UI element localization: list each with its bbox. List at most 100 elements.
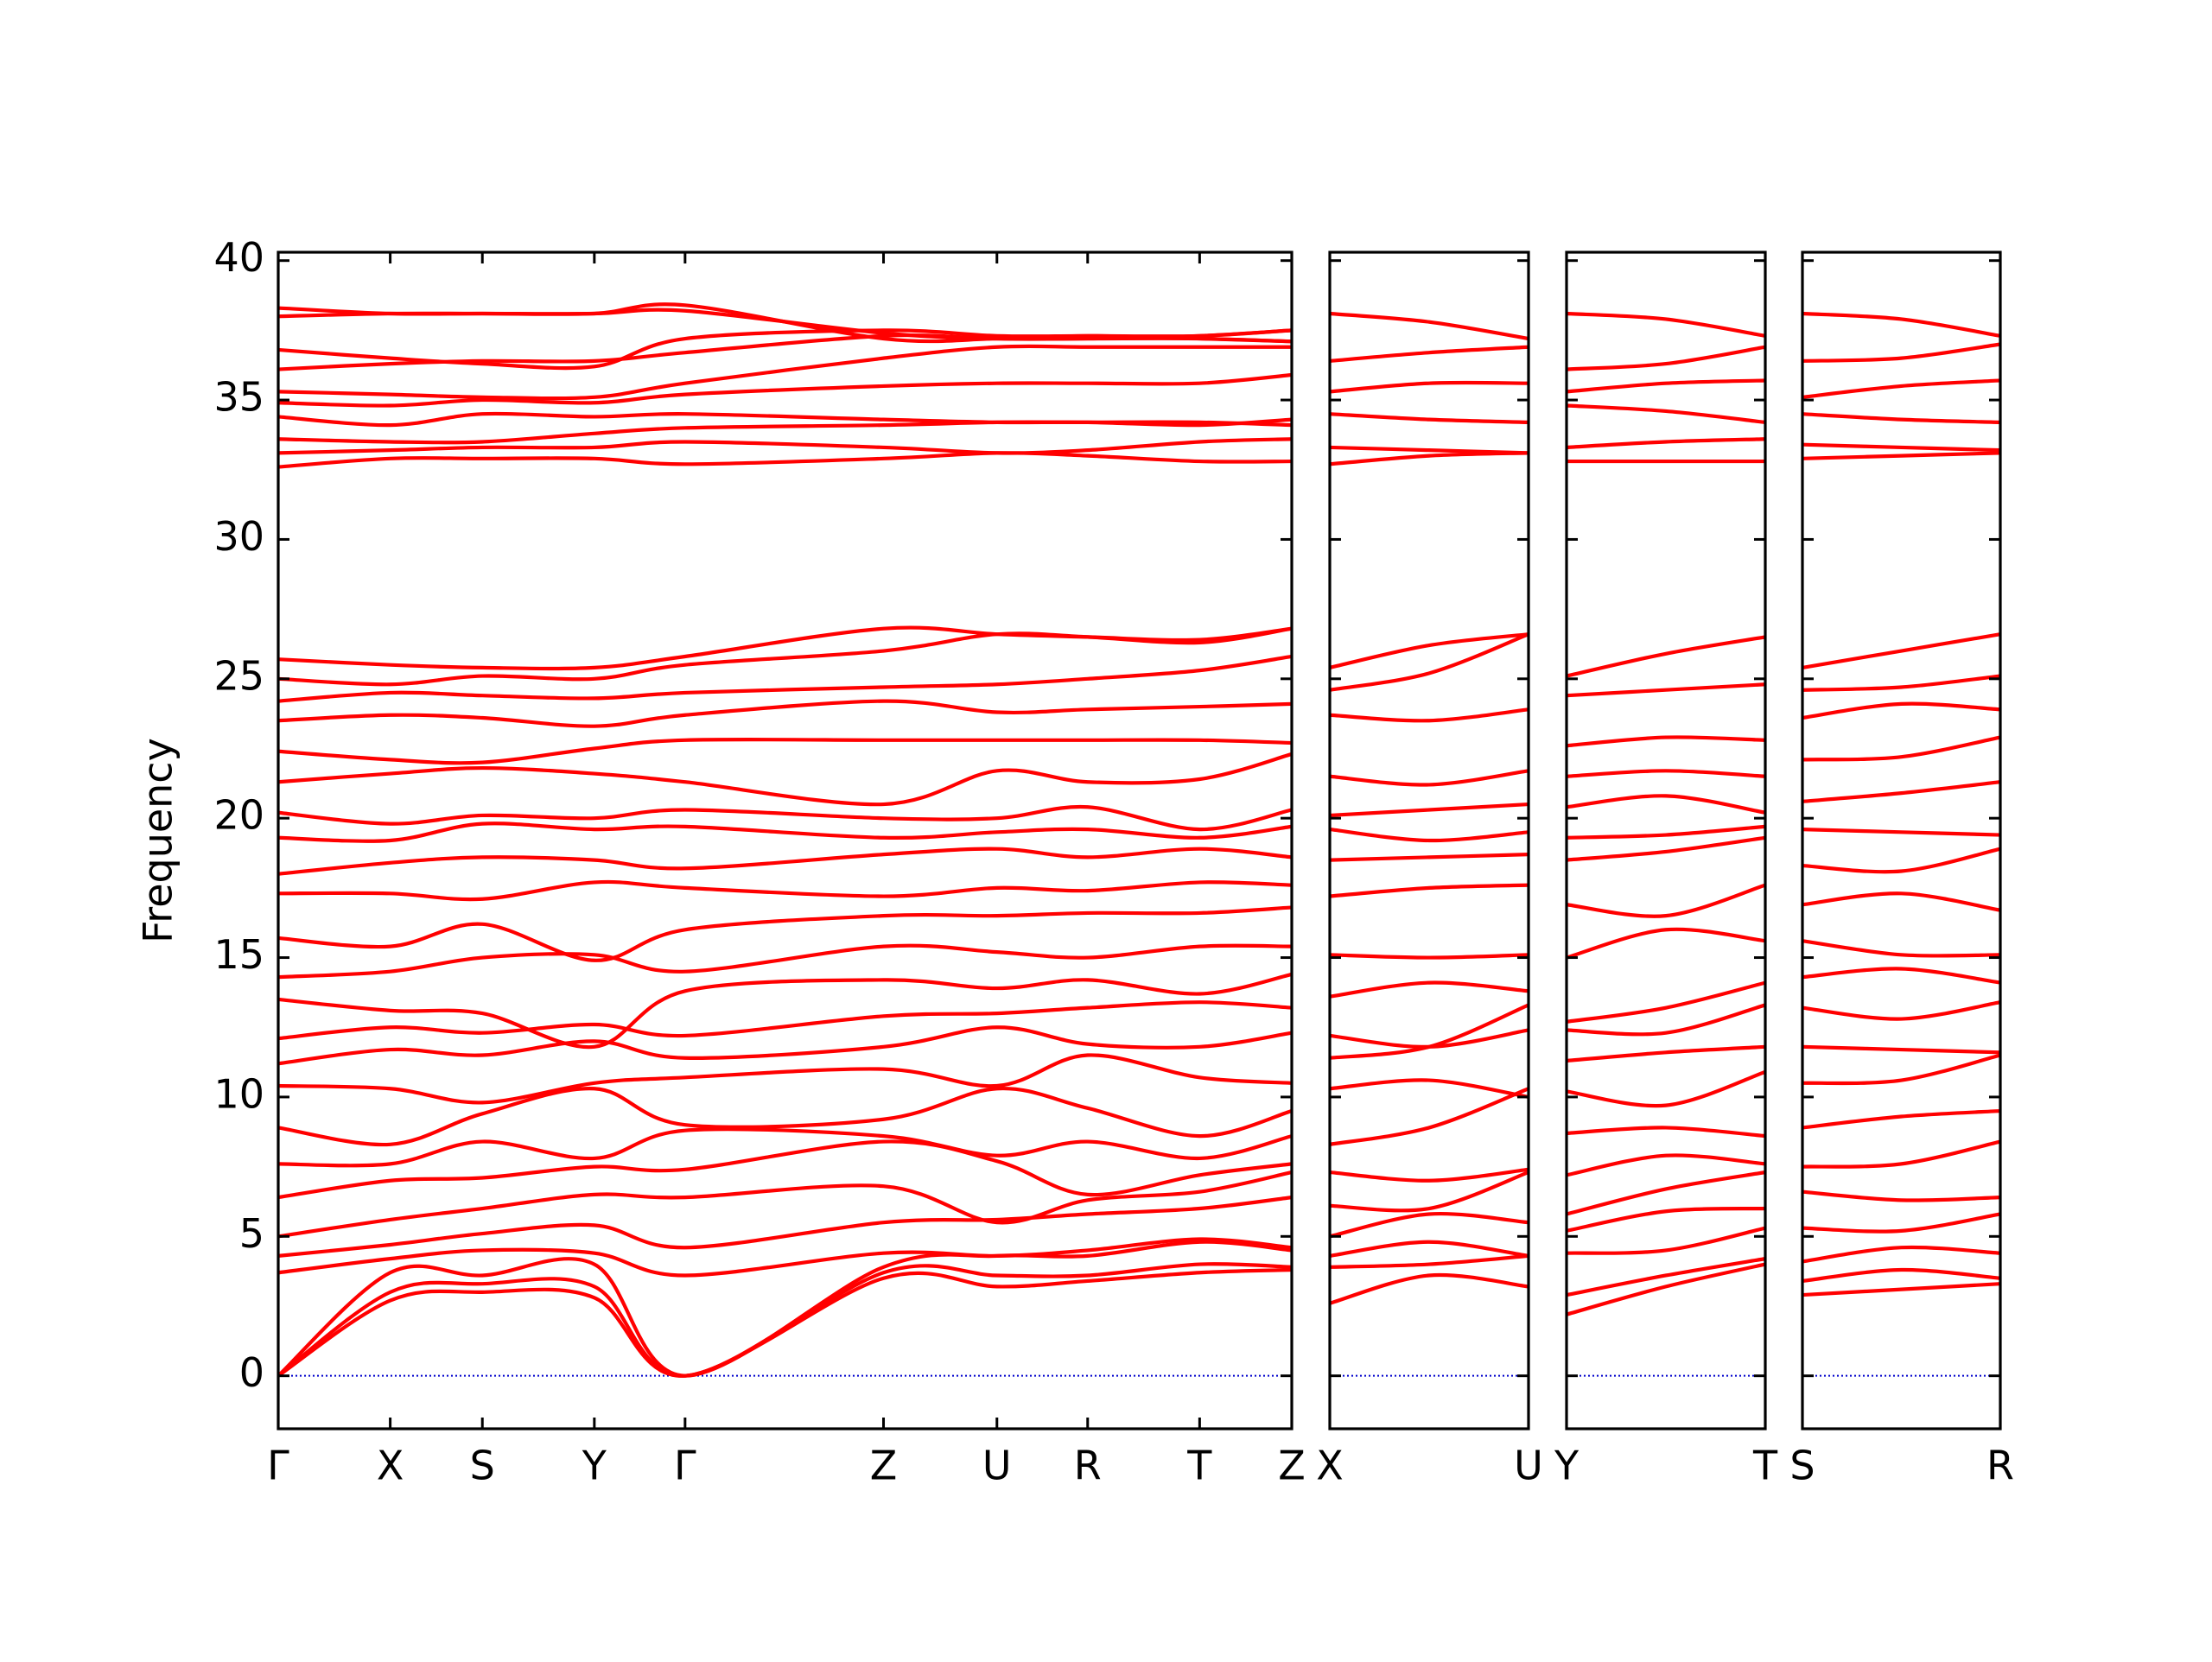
band-line (277, 752, 1293, 807)
x-tick-label: S (1789, 1443, 1815, 1489)
band-line (1802, 827, 2001, 837)
band-line (1802, 847, 2001, 874)
band-line (1802, 1267, 2001, 1284)
band-line (277, 972, 1293, 1050)
band-line (1802, 674, 2001, 692)
band-line (1329, 451, 1529, 466)
band-line (277, 437, 1293, 455)
band-line (1329, 802, 1529, 818)
band-line (1329, 853, 1529, 862)
band-line (1566, 1226, 1766, 1255)
x-tick-label: R (1986, 1443, 2014, 1489)
band-line (1329, 380, 1529, 394)
band-line (1329, 1028, 1529, 1049)
y-tick-label: 35 (213, 374, 264, 421)
band-line (1802, 1245, 2001, 1264)
band-line (1802, 735, 2001, 762)
band-line (277, 879, 1293, 902)
band-line (1802, 412, 2001, 424)
x-tick-label: Y (582, 1443, 607, 1489)
band-line (277, 1139, 1293, 1200)
band-line (1802, 780, 2001, 803)
y-tick-label: 40 (213, 234, 264, 281)
x-tick-label: Y (1554, 1443, 1580, 1489)
band-line (277, 411, 1293, 428)
band-line (1566, 1170, 1766, 1216)
band-line (1566, 1257, 1766, 1297)
x-tick-label: X (377, 1443, 404, 1489)
x-tick-label: Γ (267, 1443, 289, 1489)
band-line (277, 1086, 1293, 1147)
band-line (276, 1240, 1293, 1378)
band-line (1802, 1189, 2001, 1202)
band-line (1802, 632, 2001, 669)
band-line (277, 654, 1293, 703)
y-tick-label: 30 (213, 513, 264, 560)
band-line (1802, 1212, 2001, 1234)
band-line (277, 344, 1292, 401)
band-line (1566, 1153, 1766, 1177)
band-line (1329, 1272, 1529, 1305)
x-tick-label: X (1316, 1443, 1344, 1489)
band-line (1566, 1206, 1766, 1233)
x-tick-label: U (1514, 1443, 1543, 1489)
band-line (277, 1170, 1293, 1239)
band-line (1329, 1003, 1529, 1060)
band-line (1329, 769, 1529, 787)
band-line (1566, 682, 1766, 698)
y-tick-label: 10 (213, 1070, 264, 1117)
band-line (277, 699, 1293, 728)
band-line (277, 943, 1293, 980)
band-line (1566, 1044, 1766, 1063)
band-line (277, 804, 1293, 832)
band-line (1566, 835, 1766, 862)
y-tick-label: 25 (213, 652, 264, 699)
y-tick-label: 20 (213, 792, 264, 839)
band-line (1802, 442, 2001, 453)
band-line (1329, 1167, 1529, 1183)
band-line (277, 1237, 1293, 1278)
band-line (1802, 451, 2001, 460)
band-line (1566, 1069, 1766, 1108)
band-line (1566, 345, 1766, 371)
band-line (1566, 1262, 1766, 1316)
plot-frame (1801, 251, 2002, 1430)
x-tick-label: Γ (674, 1443, 696, 1489)
band-line (1329, 707, 1529, 723)
plot-frame (276, 251, 1294, 1430)
band-line (1802, 378, 2001, 399)
band-line (1329, 1211, 1529, 1239)
band-line (1566, 927, 1766, 960)
band-line (277, 737, 1293, 765)
band-line (1566, 437, 1766, 450)
band-line (1802, 311, 2001, 338)
band-line (1329, 883, 1529, 898)
y-tick-label: 15 (213, 931, 264, 978)
band-line (277, 372, 1293, 408)
x-tick-label: T (1752, 1443, 1778, 1489)
band-line (1802, 967, 2001, 985)
band-line (276, 1267, 1293, 1378)
band-line (1566, 794, 1766, 815)
band-line (276, 1262, 1293, 1378)
band-line (1566, 378, 1766, 394)
band-line (277, 1127, 1293, 1168)
band-line (1566, 824, 1766, 840)
band-line (1566, 1126, 1766, 1139)
band-line (1802, 1000, 2001, 1021)
band-line (1802, 1108, 2001, 1130)
band-line (1329, 1253, 1529, 1269)
band-line (1802, 1282, 2001, 1297)
band-line (277, 625, 1293, 671)
band-line (1329, 412, 1529, 424)
band-line (1329, 632, 1529, 669)
band-line (1329, 445, 1529, 455)
band-line (277, 847, 1293, 876)
y-tick-label: 0 (239, 1349, 264, 1396)
band-line (1329, 828, 1529, 843)
x-tick-label: U (982, 1443, 1012, 1489)
band-line (1329, 1170, 1529, 1213)
